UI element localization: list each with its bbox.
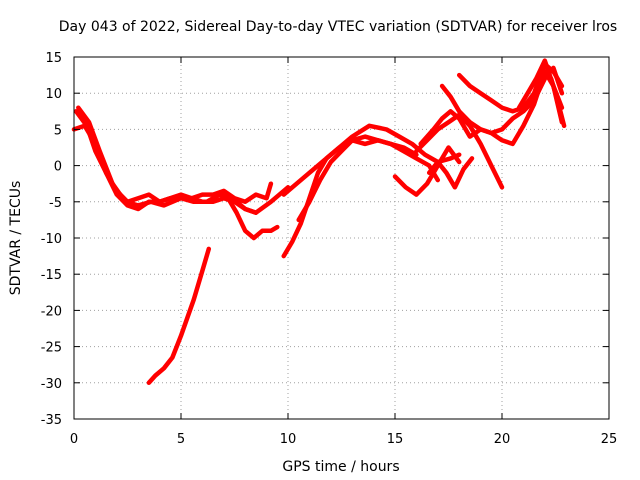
y-tick-label: 0	[54, 160, 62, 175]
x-tick-label: 15	[387, 432, 404, 447]
y-tick-label: -25	[41, 341, 62, 356]
series-line-s8	[296, 134, 419, 223]
series-line-s9	[392, 145, 462, 197]
y-tick-label: -10	[41, 232, 62, 247]
series-layer	[71, 58, 567, 386]
axis-layer: 0 5 10 15 20 25 -35 -30 -25 -20 -15 -10 -5 0 5 10 15	[41, 51, 618, 447]
series-line-s6	[281, 138, 441, 259]
x-tick-label: 0	[70, 432, 78, 447]
y-tick-label: 5	[54, 123, 62, 138]
y-tick-label: 10	[45, 87, 62, 102]
series-line-s12	[439, 65, 565, 136]
y-tick-label: 15	[45, 51, 62, 66]
series-line-s1	[73, 109, 274, 205]
x-tick-label: 5	[177, 432, 185, 447]
series-line-s7	[281, 123, 462, 197]
series-line-s4	[217, 192, 280, 241]
y-tick-label: -30	[41, 377, 62, 392]
series-line-s16	[542, 69, 567, 129]
x-tick-label: 10	[280, 432, 297, 447]
x-axis-label: GPS time / hours	[282, 459, 399, 475]
y-tick-label: -35	[41, 413, 62, 428]
x-tick-label: 20	[494, 432, 511, 447]
y-tick-label: -15	[41, 268, 62, 283]
y-tick-label: -5	[49, 196, 62, 211]
series-line-s10	[414, 112, 505, 190]
x-tick-label: 25	[601, 432, 618, 447]
series-line-s14	[426, 156, 475, 190]
grid-layer	[74, 57, 609, 419]
series-line-s5	[146, 246, 212, 386]
chart-title: Day 043 of 2022, Sidereal Day-to-day VTE…	[59, 19, 617, 35]
y-tick-label: -20	[41, 304, 62, 319]
y-axis-label: SDTVAR / TECUs	[8, 181, 24, 296]
